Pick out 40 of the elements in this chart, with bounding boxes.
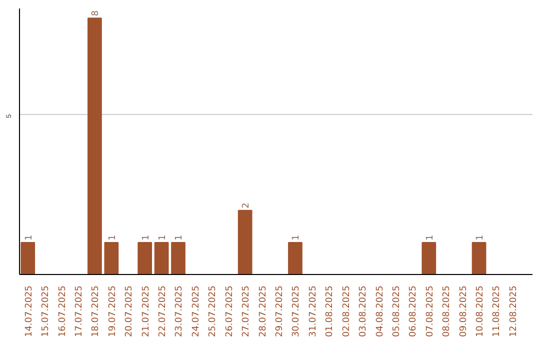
data-label: 1 [108, 234, 118, 240]
x-tick-label: 03.08.2025 [358, 286, 369, 338]
x-tick-label: 06.08.2025 [408, 286, 419, 338]
x-tick-label: 04.08.2025 [375, 286, 386, 338]
data-label: 1 [24, 234, 34, 240]
data-label: 1 [174, 234, 185, 240]
x-tick-label: 19.07.2025 [108, 286, 118, 338]
x-tick-label: 29.07.2025 [275, 286, 286, 338]
x-tick-label: 11.08.2025 [492, 286, 502, 338]
x-tick-label: 26.07.2025 [224, 286, 235, 338]
x-tick-label: 21.07.2025 [141, 286, 152, 338]
data-label: 1 [292, 234, 302, 240]
x-tick-label: 27.07.2025 [242, 286, 252, 338]
x-tick-label: 18.07.2025 [91, 286, 102, 338]
x-tick-label: 22.07.2025 [158, 286, 168, 338]
x-tick-label: 28.07.2025 [258, 286, 268, 338]
x-tick-label: 05.08.2025 [392, 286, 402, 338]
data-label: 1 [158, 234, 168, 240]
x-tick-label: 30.07.2025 [292, 286, 302, 338]
x-tick-label: 10.08.2025 [476, 286, 486, 338]
x-tick-label: 15.07.2025 [41, 286, 52, 338]
x-tick-label: 16.07.2025 [58, 286, 68, 338]
x-tick-label: 25.07.2025 [208, 286, 218, 338]
data-label: 8 [91, 10, 102, 16]
x-tick-label: 09.08.2025 [458, 286, 469, 338]
data-label: 1 [141, 234, 152, 240]
x-tick-label: 31.07.2025 [308, 286, 318, 338]
x-tick-label: 20.07.2025 [124, 286, 135, 338]
x-tick-label: 14.07.2025 [24, 286, 34, 338]
data-label: 2 [242, 202, 252, 208]
x-tick-label: 23.07.2025 [174, 286, 185, 338]
x-tick-label: 07.08.2025 [425, 286, 436, 338]
x-tick-label: 01.08.2025 [325, 286, 336, 338]
x-tick-label: 12.08.2025 [508, 286, 519, 338]
x-tick-label: 02.08.2025 [342, 286, 352, 338]
data-label: 1 [425, 234, 436, 240]
x-tick-label: 17.07.2025 [74, 286, 84, 338]
x-tick-label: 24.07.2025 [191, 286, 202, 338]
x-tick-label: 08.08.2025 [442, 286, 452, 338]
data-label: 1 [476, 234, 486, 240]
